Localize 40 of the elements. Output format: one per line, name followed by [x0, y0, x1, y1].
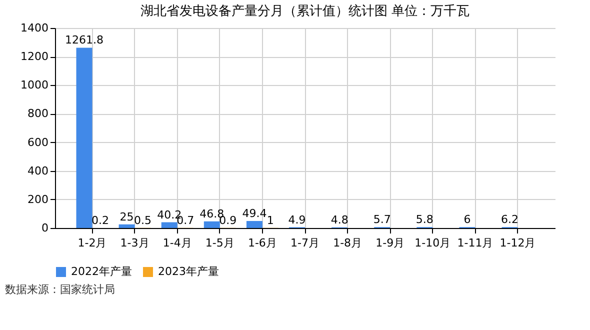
- x-tick-label: 1-5月: [205, 236, 234, 250]
- y-tick-label: 200: [28, 192, 48, 206]
- bar: [161, 222, 178, 228]
- bar: [204, 221, 220, 228]
- bar: [246, 220, 262, 228]
- y-tick-label: 0: [42, 222, 48, 234]
- data-label: 6: [464, 213, 471, 226]
- data-label: 1: [266, 214, 274, 227]
- data-label: 49.4: [242, 206, 267, 220]
- x-tick-label: 1-2月: [78, 236, 107, 250]
- x-tick-label: 1-12月: [500, 236, 536, 250]
- legend-label: 2023年产量: [158, 265, 219, 278]
- data-label: 4.9: [288, 213, 306, 226]
- y-tick-label: 800: [28, 107, 48, 120]
- y-tick-label: 1400: [20, 22, 48, 34]
- chart-title: 湖北省发电设备产量分月（累计值）统计图 单位：万千瓦: [140, 4, 470, 19]
- y-tick-label: 400: [28, 164, 48, 178]
- x-tick-label: 1-11月: [457, 236, 494, 250]
- x-tick-label: 1-7月: [290, 236, 320, 250]
- y-tick-label: 1200: [20, 50, 48, 64]
- x-tick-label: 1-4月: [162, 236, 192, 250]
- data-label: 1261.8: [65, 34, 104, 47]
- x-tick-label: 1-9月: [376, 236, 405, 250]
- source-note: 数据来源：国家统计局: [5, 283, 115, 296]
- y-tick-label: 1000: [20, 78, 48, 92]
- legend-label: 2022年产量: [71, 265, 132, 278]
- data-label: 0.2: [91, 214, 109, 227]
- bar: [118, 224, 135, 228]
- data-label: 5.7: [373, 213, 391, 226]
- data-label: 4.8: [330, 213, 348, 226]
- data-label: 0.5: [134, 214, 152, 227]
- x-tick-label: 1-8月: [333, 236, 362, 250]
- x-tick-label: 1-3月: [120, 236, 150, 250]
- data-label: 5.8: [416, 213, 434, 226]
- x-tick-label: 1-10月: [414, 236, 451, 250]
- x-tick-label: 1-6月: [248, 236, 277, 250]
- y-tick-label: 600: [28, 136, 48, 149]
- data-label: 6.2: [501, 213, 519, 226]
- data-label: 25: [120, 210, 134, 224]
- bar: [76, 48, 92, 228]
